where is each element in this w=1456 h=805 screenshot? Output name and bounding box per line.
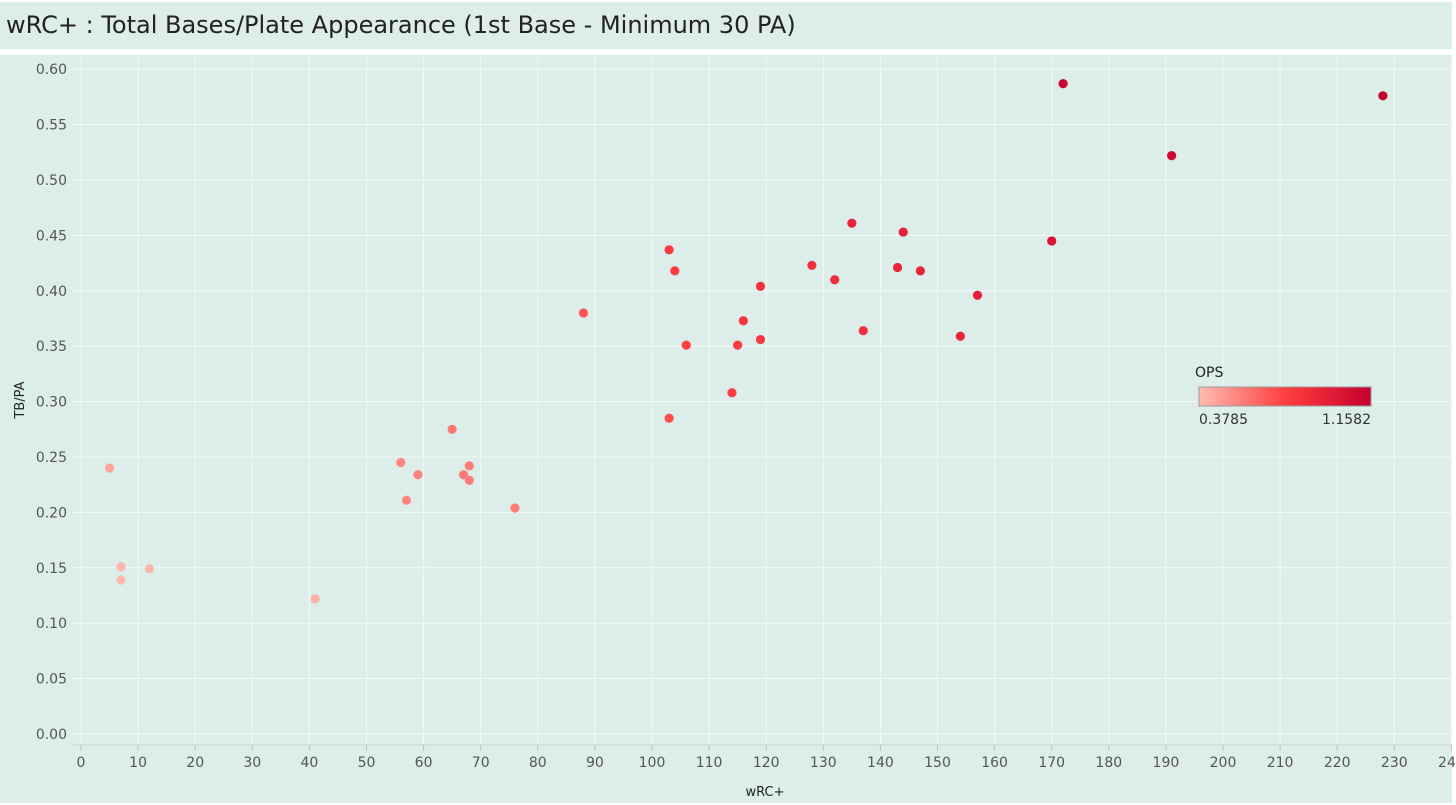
y-tick-label: 0.15 <box>36 561 67 577</box>
x-tick-label: 150 <box>924 755 951 771</box>
y-tick-label: 0.00 <box>36 727 67 743</box>
data-point[interactable] <box>1058 79 1068 89</box>
x-tick-label: 170 <box>1038 755 1065 771</box>
y-tick-label: 0.20 <box>36 505 67 521</box>
y-tick-label: 0.30 <box>36 395 67 411</box>
x-tick-label: 30 <box>243 755 261 771</box>
y-axis-title: TB/PA <box>13 381 28 419</box>
x-tick-label: 60 <box>415 755 433 771</box>
x-tick-label: 50 <box>358 755 376 771</box>
y-tick-label: 0.40 <box>36 284 67 300</box>
x-tick-label: 110 <box>696 755 723 771</box>
data-point[interactable] <box>310 594 320 604</box>
x-tick-label: 190 <box>1153 755 1180 771</box>
data-point[interactable] <box>578 308 589 318</box>
x-tick-label: 100 <box>639 755 666 771</box>
x-tick-label: 160 <box>981 755 1008 771</box>
x-tick-label: 140 <box>867 755 894 771</box>
data-point[interactable] <box>898 227 908 237</box>
data-point[interactable] <box>830 275 840 285</box>
data-point[interactable] <box>847 218 857 228</box>
y-tick-label: 0.25 <box>36 450 67 466</box>
data-point[interactable] <box>807 260 817 270</box>
x-tick-label: 10 <box>129 755 147 771</box>
x-tick-label: 210 <box>1267 755 1294 771</box>
data-point[interactable] <box>733 340 743 350</box>
data-point[interactable] <box>727 388 737 398</box>
title-bar: wRC+ : Total Bases/Plate Appearance (1st… <box>0 2 1452 49</box>
data-point[interactable] <box>104 463 115 473</box>
data-point[interactable] <box>892 262 903 273</box>
data-point[interactable] <box>755 334 766 345</box>
data-point[interactable] <box>972 290 983 300</box>
data-point[interactable] <box>447 424 457 434</box>
data-point[interactable] <box>510 503 520 513</box>
data-point[interactable] <box>144 564 155 574</box>
data-point[interactable] <box>915 266 925 276</box>
x-axis-ticks: 0 10 20 30 40 50 60 70 80 90 100 110 120 130 140 150 160… <box>77 745 1456 771</box>
y-tick-label: 0.10 <box>36 616 67 632</box>
y-tick-label: 0.55 <box>36 118 67 134</box>
legend-gradient-bar <box>1198 386 1372 407</box>
x-tick-label: 130 <box>810 755 837 771</box>
data-points <box>104 79 1388 604</box>
y-tick-label: 0.45 <box>36 228 67 244</box>
data-point[interactable] <box>396 457 406 468</box>
x-tick-label: 120 <box>753 755 780 771</box>
y-tick-label: 0.60 <box>36 62 67 78</box>
legend-title: OPS <box>1195 365 1223 381</box>
data-point[interactable] <box>401 495 412 505</box>
data-point[interactable] <box>1047 236 1057 246</box>
x-tick-label: 240 <box>1438 755 1456 771</box>
x-tick-label: 40 <box>300 755 318 771</box>
data-point[interactable] <box>1378 91 1388 101</box>
x-tick-label: 180 <box>1095 755 1122 771</box>
data-point[interactable] <box>464 475 474 485</box>
x-tick-label: 80 <box>529 755 547 771</box>
x-tick-label: 90 <box>586 755 604 771</box>
chart-title: wRC+ : Total Bases/Plate Appearance (1st… <box>6 11 796 39</box>
legend-min-label: 0.3785 <box>1199 412 1248 428</box>
data-point[interactable] <box>664 413 674 423</box>
data-point[interactable] <box>464 461 474 471</box>
data-point[interactable] <box>955 331 965 341</box>
x-tick-label: 230 <box>1381 755 1408 771</box>
data-point[interactable] <box>116 562 126 572</box>
y-tick-label: 0.35 <box>36 339 67 355</box>
data-point[interactable] <box>1167 151 1177 161</box>
legend-max-label: 1.1582 <box>1322 412 1371 428</box>
data-point[interactable] <box>755 281 766 291</box>
x-tick-label: 0 <box>77 755 86 771</box>
data-point[interactable] <box>116 575 126 585</box>
data-point[interactable] <box>738 316 748 326</box>
data-point[interactable] <box>858 326 868 336</box>
y-axis-ticks: 0.00 0.05 0.10 0.15 0.20 0.25 0.30 0.35 0.40 0.45… <box>36 62 67 743</box>
y-tick-label: 0.50 <box>36 173 67 189</box>
data-point[interactable] <box>670 266 680 276</box>
x-tick-label: 200 <box>1210 755 1237 771</box>
x-tick-label: 220 <box>1324 755 1351 771</box>
y-tick-label: 0.05 <box>36 672 67 688</box>
data-point[interactable] <box>413 470 423 480</box>
x-axis-title: wRC+ <box>746 785 785 800</box>
data-point[interactable] <box>458 470 469 480</box>
x-tick-label: 70 <box>472 755 490 771</box>
x-tick-label: 20 <box>186 755 204 771</box>
color-legend: OPS 0.3785 1.1582 <box>1195 365 1372 428</box>
data-point[interactable] <box>664 245 674 255</box>
data-point[interactable] <box>681 340 691 350</box>
